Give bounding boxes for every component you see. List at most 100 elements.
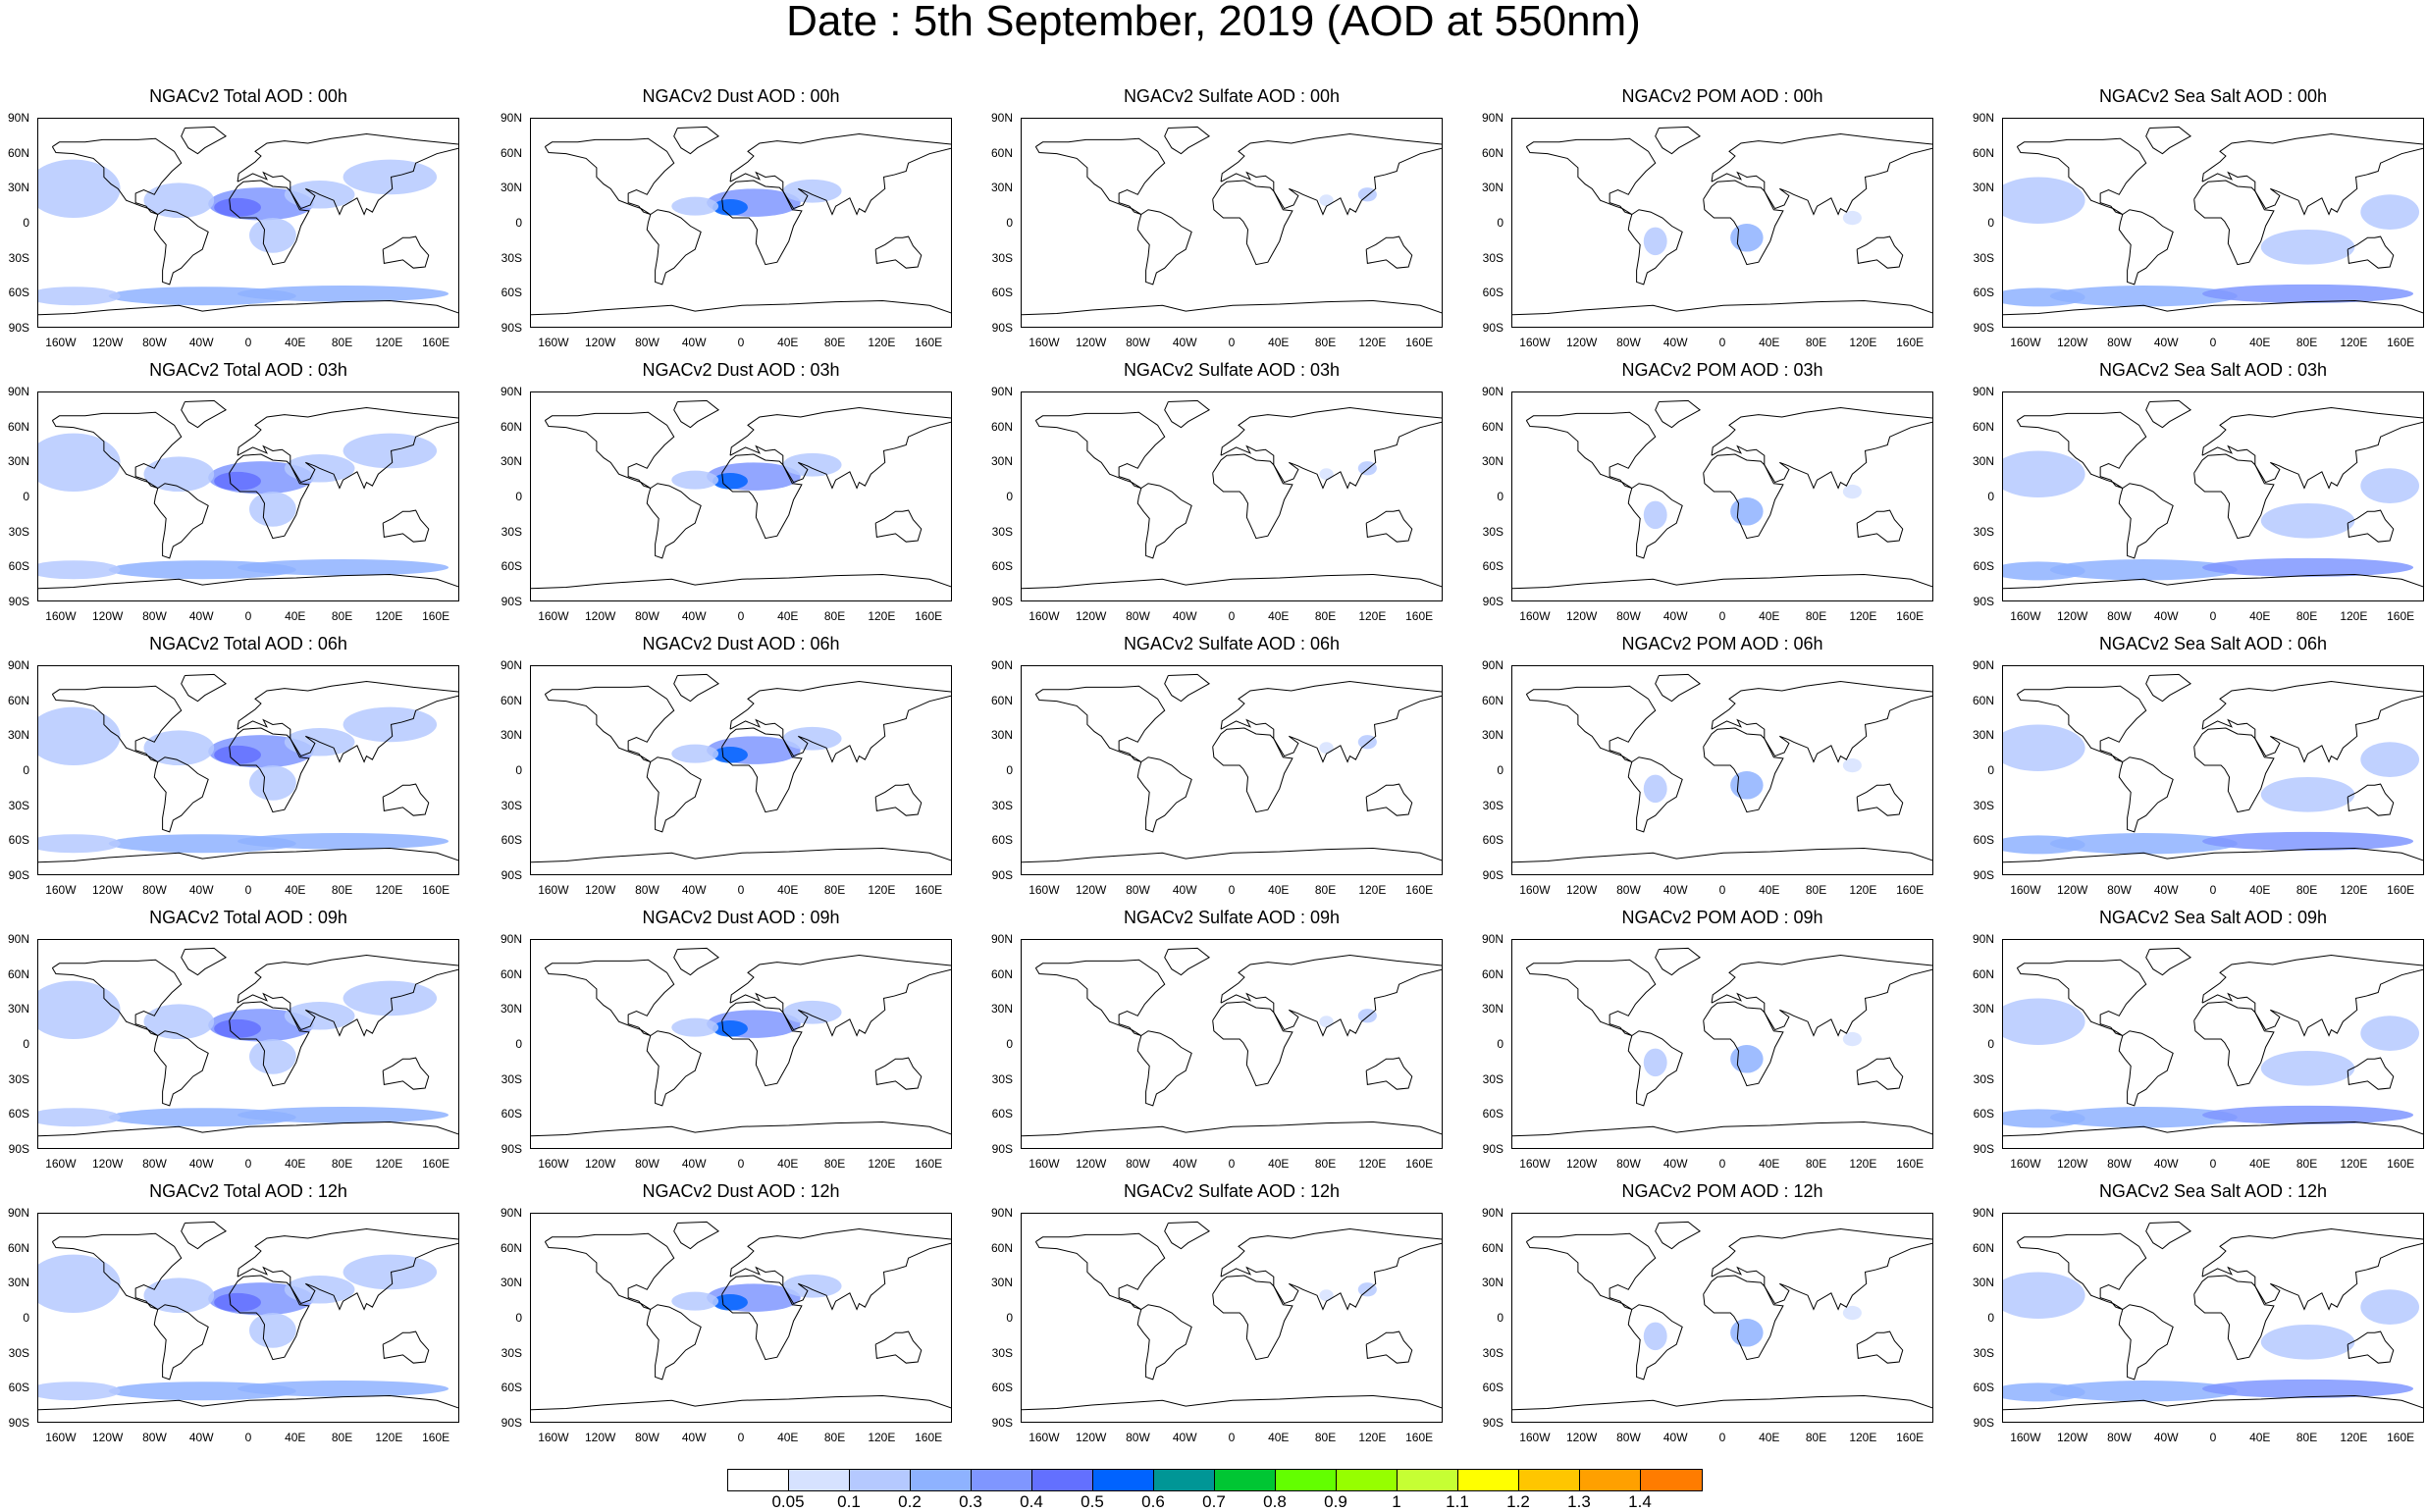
panel-title: NGACv2 POM AOD : 03h [1621, 360, 1823, 380]
lat-tick-label: 90S [991, 1416, 1013, 1430]
coastline-australia [382, 509, 430, 543]
lat-tick-label: 0 [1987, 1037, 1994, 1051]
map-canvas [531, 126, 951, 316]
coastline-south-america [1136, 1030, 1192, 1107]
lat-tick-label: 30S [1973, 798, 1994, 812]
aod-plume [1319, 468, 1334, 481]
lon-tick-label: 120E [1358, 609, 1387, 623]
coastline-eurasia [729, 680, 951, 763]
lon-tick-label: 120E [868, 336, 896, 349]
lon-tick-label: 80W [142, 609, 167, 623]
lat-tick-label: 90S [1482, 1142, 1504, 1156]
lat-tick-label: 0 [1987, 216, 1994, 230]
lon-tick-label: 160W [2010, 1431, 2041, 1444]
lon-tick-label: 40W [1662, 883, 1688, 897]
aod-plume [2049, 1381, 2238, 1402]
lat-tick-label: 30S [1973, 1071, 1994, 1086]
lon-tick-label: 80W [1616, 1431, 1641, 1444]
figure-title: Date : 5th September, 2019 (AOD at 550nm… [786, 0, 1641, 45]
lon-tick-label: 160E [422, 883, 450, 897]
map-panel: NGACv2 Sulfate AOD : 12h 90N 60N 30N 0 30S 60S… [981, 1181, 1482, 1460]
lon-tick-label: 160E [2387, 1157, 2415, 1171]
aod-plume [2360, 742, 2420, 777]
lon-tick-label: 160E [1405, 336, 1434, 349]
aod-plume [2202, 1105, 2414, 1124]
coastline-south-america [1136, 483, 1192, 559]
aod-plume [2003, 1272, 2085, 1319]
lon-tick-label: 160E [422, 336, 450, 349]
coastline-eurasia [2201, 406, 2423, 490]
world-map [2002, 391, 2424, 601]
lon-tick-label: 80E [1314, 883, 1337, 897]
lon-tick-label: 160E [915, 609, 943, 623]
lat-tick-label: 90S [991, 1142, 1013, 1156]
coastline-australia [382, 1330, 430, 1364]
coastline-north-america [1034, 1232, 1166, 1310]
lon-tick-label: 0 [1228, 609, 1236, 623]
lat-tick-label: 90N [990, 1206, 1013, 1220]
lat-tick-label: 30N [990, 1276, 1013, 1290]
lon-tick-label: 160E [1405, 1431, 1434, 1444]
coastline-eurasia [237, 1227, 458, 1311]
lat-tick-label: 30N [500, 454, 522, 469]
lon-tick-label: 120W [1565, 609, 1598, 623]
lon-tick-label: 40W [188, 883, 214, 897]
coastline-south-america [646, 483, 702, 559]
aod-plume [214, 745, 261, 764]
lat-tick-label: 90N [990, 385, 1013, 398]
panel-title: NGACv2 Dust AOD : 00h [642, 86, 840, 106]
panel-title: NGACv2 Sea Salt AOD : 12h [2098, 1181, 2328, 1201]
lon-tick-label: 40E [285, 609, 306, 623]
lat-tick-label: 30N [500, 181, 522, 195]
coastline-africa [1703, 453, 1784, 540]
coastline-south-america [2118, 209, 2174, 286]
coastline-greenland [2145, 399, 2192, 429]
lon-tick-label: 80W [142, 883, 167, 897]
coastline-australia [1365, 235, 1413, 269]
coastline-antarctica [1022, 299, 1442, 316]
coastline-south-america [153, 1304, 209, 1381]
coastline-greenland [1655, 947, 1702, 976]
map-panel: NGACv2 POM AOD : 12h 90N 60N 30N 0 30S 60S 90S 1… [1472, 1181, 1973, 1460]
coastline-south-america [646, 1304, 702, 1381]
map-panel: NGACv2 POM AOD : 09h 90N 60N 30N 0 30S 60S 90S 1… [1472, 908, 1973, 1186]
coastline-north-america [544, 1232, 675, 1310]
lon-tick-label: 120W [2056, 883, 2088, 897]
lat-tick-label: 90N [1481, 1206, 1504, 1220]
panel-title: NGACv2 Total AOD : 09h [149, 908, 347, 927]
panel-title: NGACv2 Sea Salt AOD : 09h [2098, 908, 2328, 927]
coastline-africa [721, 180, 803, 266]
lat-tick-label: 90S [991, 321, 1013, 335]
aod-plume [214, 471, 261, 491]
coastline-north-america [544, 137, 675, 215]
lon-tick-label: 80W [1126, 609, 1150, 623]
coastline-north-america [1034, 411, 1166, 489]
lon-tick-label: 120W [2056, 336, 2088, 349]
aod-plume [1730, 1319, 1764, 1347]
lon-tick-label: 0 [1718, 1157, 1726, 1171]
lat-tick-label: 60N [990, 145, 1013, 160]
lat-tick-label: 90N [990, 658, 1013, 672]
lat-tick-label: 30S [501, 524, 522, 539]
lon-tick-label: 120E [1849, 1157, 1877, 1171]
lat-tick-label: 60S [501, 1107, 522, 1121]
lon-tick-label: 120W [584, 336, 616, 349]
colorbar-label: 0.3 [959, 1492, 982, 1511]
coastline-south-america [153, 209, 209, 286]
lat-tick-label: 60S [8, 286, 29, 300]
lon-tick-label: 120E [1849, 1431, 1877, 1444]
lat-tick-label: 30S [8, 798, 29, 812]
lat-tick-label: 30S [991, 250, 1013, 265]
aod-plume [1730, 1045, 1764, 1073]
coastline-greenland [1655, 673, 1702, 703]
coastline-north-america [2016, 411, 2147, 489]
coastline-africa [1212, 180, 1293, 266]
coastline-antarctica [38, 1394, 458, 1411]
aod-plume [671, 1291, 719, 1311]
colorbar-swatch [1398, 1470, 1458, 1490]
lon-tick-label: 160W [1519, 609, 1551, 623]
lon-tick-label: 40E [1268, 1431, 1290, 1444]
lon-tick-label: 80E [2295, 336, 2318, 349]
lon-tick-label: 160W [2010, 609, 2041, 623]
lon-tick-label: 40E [2249, 1157, 2271, 1171]
